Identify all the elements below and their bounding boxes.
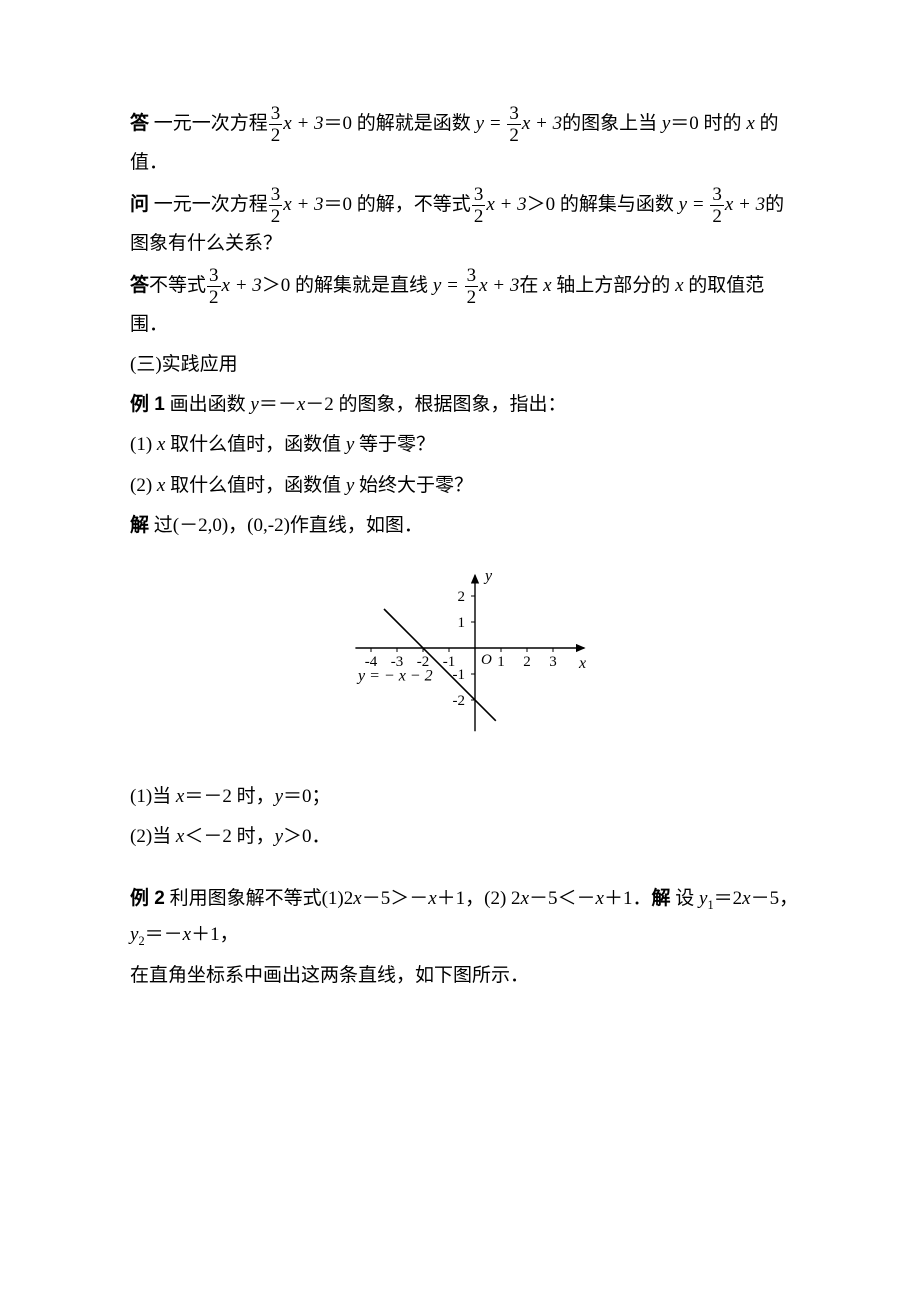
- fraction: 32: [507, 104, 521, 145]
- label-solution: 解: [651, 888, 670, 909]
- svg-text:O: O: [481, 652, 492, 668]
- answer-2: 答不等式32x + 3＞0 的解集就是直线 y = 32x + 3在 x 轴上方…: [130, 266, 800, 343]
- fraction: 32: [472, 185, 486, 226]
- svg-text:y: y: [483, 567, 493, 584]
- solution-1-part2: (2)当 x＜－2 时，y＞0．: [130, 819, 800, 855]
- svg-text:1: 1: [458, 615, 466, 631]
- fraction: 32: [269, 185, 283, 226]
- example-1-q1: (1) x 取什么值时，函数值 y 等于零？: [130, 427, 800, 463]
- svg-text:y = − x − 2: y = − x − 2: [356, 667, 433, 684]
- example-1-q2: (2) x 取什么值时，函数值 y 始终大于零？: [130, 468, 800, 504]
- label-question: 问: [130, 194, 149, 215]
- example-2-note: 在直角坐标系中画出这两条直线，如下图所示．: [130, 958, 800, 994]
- label-example: 例 1: [130, 394, 165, 415]
- solution-1-part1: (1)当 x＝－2 时，y＝0；: [130, 779, 800, 815]
- fraction: 32: [710, 185, 724, 226]
- question-1: 问 一元一次方程32x + 3＝0 的解，不等式32x + 3＞0 的解集与函数…: [130, 185, 800, 262]
- example-1: 例 1 画出函数 y＝－x－2 的图象，根据图象，指出：: [130, 387, 800, 423]
- fraction: 32: [269, 104, 283, 145]
- svg-text:-1: -1: [453, 667, 466, 683]
- document-page: 答 一元一次方程32x + 3＝0 的解就是函数 y = 32x + 3的图象上…: [0, 0, 920, 1302]
- fraction: 32: [207, 266, 221, 307]
- svg-text:2: 2: [523, 654, 531, 670]
- label-solution: 解: [130, 515, 149, 536]
- solution-1: 解 过(－2,0)，(0,-2)作直线，如图．: [130, 508, 800, 544]
- fraction: 32: [465, 266, 479, 307]
- svg-text:2: 2: [458, 589, 466, 605]
- label-answer: 答: [130, 275, 149, 296]
- label-answer: 答: [130, 113, 149, 134]
- svg-text:-2: -2: [453, 693, 466, 709]
- answer-1: 答 一元一次方程32x + 3＝0 的解就是函数 y = 32x + 3的图象上…: [130, 104, 800, 181]
- svg-text:1: 1: [497, 654, 505, 670]
- graph-figure: -4-3-2-112312-1-2Oyxy = − x − 2: [130, 558, 800, 761]
- svg-text:x: x: [578, 655, 586, 672]
- coordinate-graph: -4-3-2-112312-1-2Oyxy = − x − 2: [315, 558, 615, 748]
- example-2: 例 2 利用图象解不等式(1)2x－5＞－x＋1，(2) 2x－5＜－x＋1．解…: [130, 881, 800, 954]
- svg-text:3: 3: [549, 654, 557, 670]
- section-heading: (三)实践应用: [130, 347, 800, 383]
- label-example: 例 2: [130, 888, 165, 909]
